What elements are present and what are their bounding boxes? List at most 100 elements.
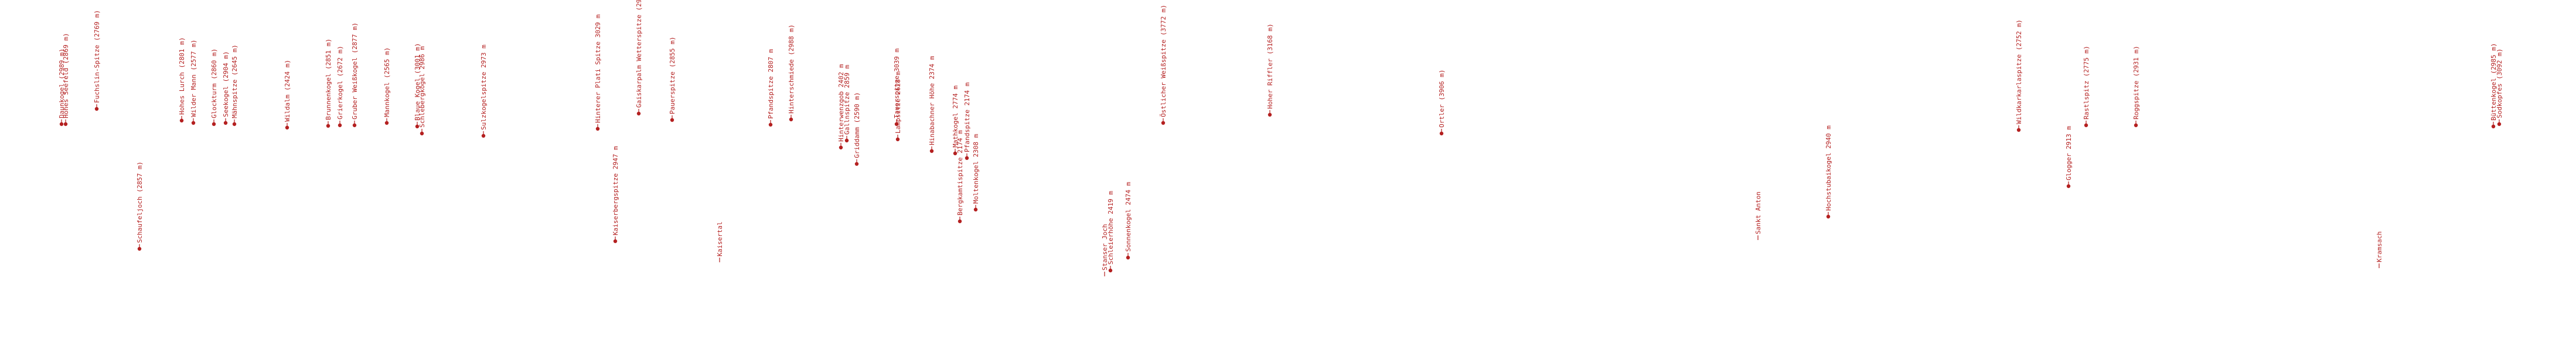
map-marker[interactable]: Pauerspitze (2855 m) — [669, 37, 676, 122]
map-marker[interactable]: Seekogel (2904 m) — [222, 51, 230, 125]
peak-dot-icon — [2084, 123, 2088, 128]
map-marker[interactable]: Lampsitze 2628 m — [894, 71, 902, 142]
peak-dot-icon — [1267, 112, 1272, 117]
map-marker[interactable]: Schleierhöhe 2419 m — [1107, 191, 1115, 273]
map-marker[interactable]: Pfandspitze 2174 m — [963, 82, 971, 160]
peak-dot-icon — [191, 121, 196, 125]
map-marker[interactable]: Gallnspitze 2859 m — [843, 64, 851, 143]
marker-label: Gruber Weißkogel (2877 m) — [351, 22, 359, 119]
peak-dot-icon — [420, 131, 424, 136]
map-marker[interactable]: Rastlspitz (2775 m) — [2083, 46, 2090, 128]
map-marker[interactable]: Gruber Weißkogel (2877 m) — [351, 22, 359, 128]
map-marker[interactable]: Schaufeljoch (2857 m) — [136, 162, 144, 251]
map-marker[interactable]: Hochstubaikogel 2940 m — [1825, 125, 1832, 219]
peak-dot-icon — [670, 118, 674, 122]
marker-label: Schlebergkogel 2986 m — [418, 46, 426, 128]
map-marker[interactable]: Grierkogel (2672 m) — [336, 46, 344, 128]
map-marker[interactable]: Hinterer Plati Spitze 3029 m — [594, 14, 602, 131]
map-marker[interactable]: Blaue Kogel (3001 m) — [414, 43, 421, 129]
marker-label: Blaue Kogel (3001 m) — [414, 43, 421, 121]
map-marker[interactable]: Mähnspitze (2645 m) — [231, 44, 238, 126]
marker-label: Glogger 2913 m — [2065, 126, 2073, 180]
map-marker[interactable]: Hohes Seefeld (2869 m) — [62, 33, 70, 126]
peak-dot-icon — [1126, 255, 1130, 260]
map-marker[interactable]: Daunkogel (2989 m) — [58, 49, 66, 126]
map-marker[interactable]: Sonnenkogel 2474 m — [1125, 182, 1132, 260]
map-marker[interactable]: Wildalm (2424 m) — [284, 60, 291, 130]
map-marker[interactable]: Hohes Lurch (2801 m) — [178, 37, 186, 123]
map-marker[interactable]: Pfandspitze 2807 m — [767, 49, 775, 127]
peak-dot-icon — [137, 246, 142, 251]
map-marker[interactable]: Sankt Anton — [1754, 191, 1762, 240]
map-marker[interactable]: Bergkamtispitze 2174 m — [956, 130, 964, 224]
marker-label: Seekogel (2904 m) — [222, 51, 230, 117]
marker-label: Hohes Seefeld (2869 m) — [62, 33, 70, 118]
map-marker[interactable]: Östlicher Weißspitze (3772 m) — [1160, 5, 1167, 125]
map-marker[interactable]: Hoher Riffler (3168 m) — [1266, 23, 1274, 117]
marker-label: Roggspitze (2931 m) — [2132, 46, 2140, 119]
peak-dot-icon — [212, 122, 216, 126]
marker-label: Pauerspitze (2855 m) — [669, 37, 676, 114]
marker-label: Östlicher Weißspitze (3772 m) — [1160, 5, 1167, 117]
map-marker[interactable]: Hinterschmiede (2988 m) — [788, 25, 795, 122]
marker-label: Kaiserbergspitze 2947 m — [612, 146, 619, 235]
marker-label: Brunnenkogel (2851 m) — [325, 39, 332, 120]
map-marker[interactable]: Hinterwenzgob 2402 m — [837, 64, 845, 150]
map-marker[interactable]: Glogger 2913 m — [2065, 126, 2073, 189]
marker-label: Sonnenkogel 2474 m — [1125, 182, 1132, 252]
marker-label: Gaiskarpalm Wetterspitze (2906 m) — [635, 0, 643, 108]
peak-dot-icon — [1826, 214, 1831, 219]
map-marker[interactable]: Brunnenkogel (2851 m) — [325, 39, 332, 128]
map-marker[interactable]: Wildkarkarlaspitze (2752 m) — [2015, 19, 2023, 132]
peak-dot-icon — [1439, 131, 1444, 136]
map-marker[interactable]: Mathkogel 2774 m — [952, 85, 959, 156]
map-marker[interactable]: Griddamm (2590 m) — [853, 92, 861, 166]
marker-label: Sodkopfes (3092 m) — [2496, 49, 2503, 118]
map-marker[interactable]: Kramsach — [2376, 231, 2383, 268]
marker-label: Kramsach — [2376, 231, 2383, 262]
marker-label: Stanser Joch — [1101, 224, 1109, 270]
map-marker[interactable]: Stanser Joch — [1101, 224, 1109, 276]
map-marker[interactable]: Büttenkogel (2985 m) — [2490, 43, 2497, 129]
peak-dot-icon — [2066, 184, 2071, 189]
peak-dot-icon — [415, 124, 420, 129]
map-marker[interactable]: Fuchslin-Spitze (2769 m) — [93, 10, 101, 111]
map-marker[interactable]: Tauerspitze 3039 m — [893, 48, 901, 126]
map-marker[interactable]: Gaiskarpalm Wetterspitze (2906 m) — [635, 0, 643, 116]
marker-label: Ortler (3906 m) — [1438, 70, 1446, 128]
peak-dot-icon — [232, 122, 237, 126]
marker-label: Gallnspitze 2859 m — [843, 64, 851, 135]
map-marker[interactable]: Ortler (3906 m) — [1438, 70, 1446, 136]
peak-dot-icon — [223, 121, 228, 125]
map-marker[interactable]: Schlebergkogel 2986 m — [418, 46, 426, 136]
peak-dot-icon — [953, 151, 958, 156]
map-marker[interactable]: Sulzkogelspitze 2973 m — [480, 44, 488, 138]
peak-dot-icon — [789, 117, 793, 122]
marker-label: Hinterschmiede (2988 m) — [788, 25, 795, 114]
map-marker[interactable]: Wilder Mann (2577 m) — [190, 40, 197, 125]
map-marker[interactable]: Kaiserbergspitze 2947 m — [612, 146, 619, 244]
peak-dot-icon — [338, 123, 342, 128]
marker-label: Rastlspitz (2775 m) — [2083, 46, 2090, 119]
marker-label: Schaufeljoch (2857 m) — [136, 162, 144, 243]
map-marker[interactable]: Moltenkogel 2308 m — [972, 133, 980, 212]
map-marker[interactable]: Mannkogel (2565 m) — [383, 47, 391, 125]
map-marker[interactable]: Kaisertal — [716, 221, 724, 262]
map-marker[interactable]: Roggspitze (2931 m) — [2132, 46, 2140, 128]
map-marker[interactable]: Hinabachner Höhe 2374 m — [928, 56, 936, 153]
map-marker[interactable]: Sodkopfes (3092 m) — [2496, 49, 2503, 126]
peak-dot-icon — [929, 149, 934, 153]
marker-label: Hinterwenzgob 2402 m — [837, 64, 845, 142]
map-marker[interactable]: Glockturm (2860 m) — [210, 49, 218, 126]
peak-dot-icon — [2134, 123, 2138, 128]
marker-label: Griddamm (2590 m) — [853, 92, 861, 158]
marker-label: Daunkogel (2989 m) — [58, 49, 66, 118]
marker-label: Hohes Lurch (2801 m) — [178, 37, 186, 115]
marker-label: Büttenkogel (2985 m) — [2490, 43, 2497, 121]
marker-label: Mannkogel (2565 m) — [383, 47, 391, 117]
peak-dot-icon — [94, 107, 99, 111]
peak-dot-icon — [326, 124, 330, 128]
marker-label: Sulzkogelspitze 2973 m — [480, 44, 488, 130]
marker-label: Fuchslin-Spitze (2769 m) — [93, 10, 101, 103]
marker-label: Grierkogel (2672 m) — [336, 46, 344, 119]
